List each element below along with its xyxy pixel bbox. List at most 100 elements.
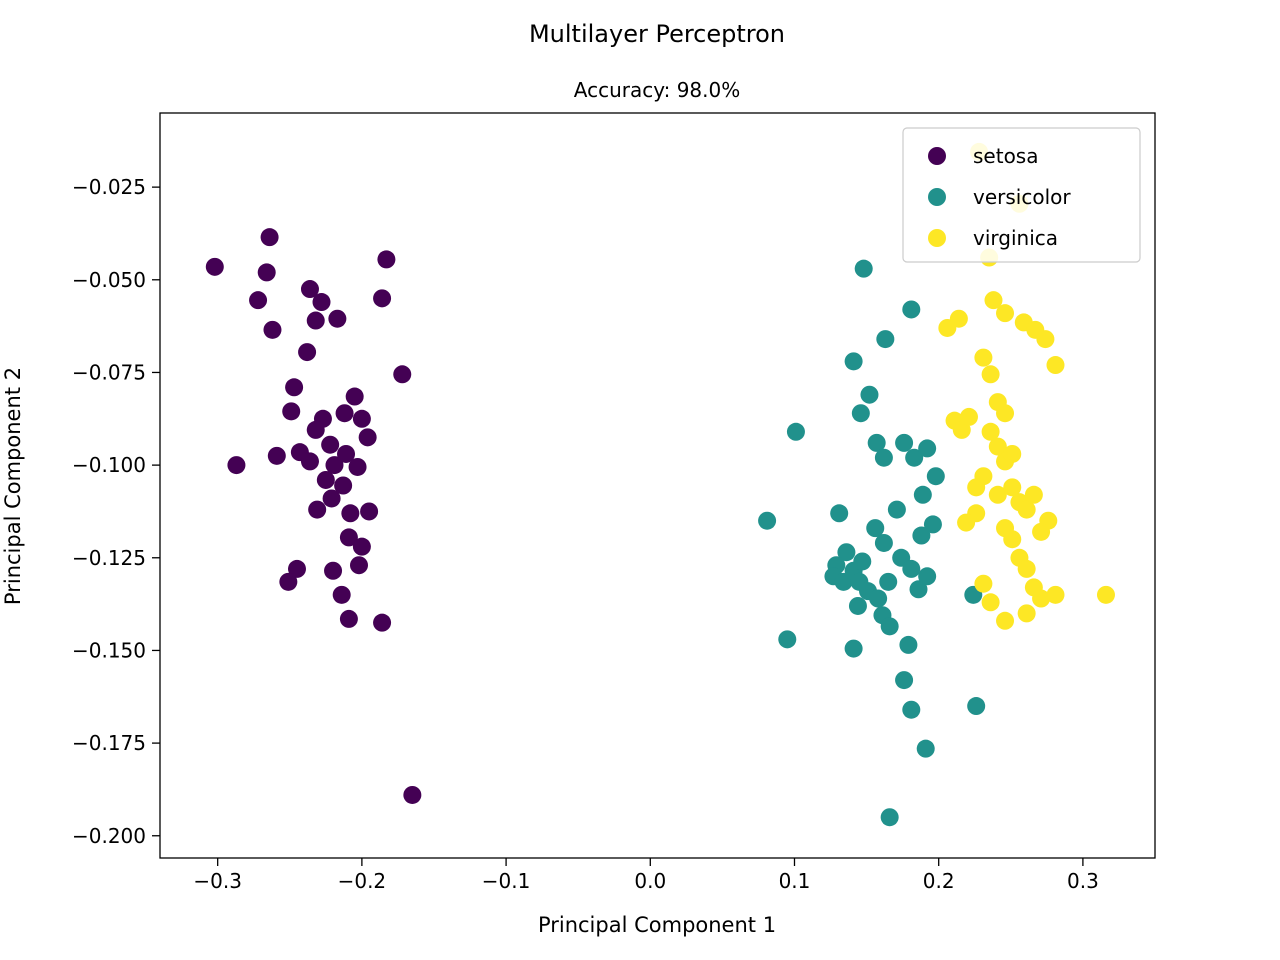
scatter-point-virginica <box>1003 530 1022 549</box>
scatter-point-setosa <box>267 446 286 465</box>
scatter-point-versicolor <box>967 697 986 716</box>
legend-marker-virginica <box>928 229 946 247</box>
scatter-point-versicolor <box>854 259 873 278</box>
scatter-point-virginica <box>1003 478 1022 497</box>
scatter-point-versicolor <box>879 572 898 591</box>
scatter-point-versicolor <box>867 433 886 452</box>
scatter-point-virginica <box>1017 604 1036 623</box>
scatter-point-versicolor <box>860 385 879 404</box>
scatter-point-versicolor <box>853 552 872 571</box>
legend-label-setosa: setosa <box>973 144 1038 168</box>
scatter-point-versicolor <box>918 567 937 586</box>
y-tick-label: −0.100 <box>72 453 146 477</box>
scatter-point-setosa <box>348 457 367 476</box>
scatter-point-setosa <box>279 572 298 591</box>
y-tick-label: −0.050 <box>72 268 146 292</box>
y-tick-label: −0.150 <box>72 638 146 662</box>
scatter-point-versicolor <box>926 467 945 486</box>
scatter-point-versicolor <box>902 559 921 578</box>
scatter-point-setosa <box>205 257 224 276</box>
scatter-point-virginica <box>967 478 986 497</box>
scatter-point-versicolor <box>923 515 942 534</box>
scatter-point-setosa <box>345 387 364 406</box>
scatter-point-setosa <box>249 291 268 310</box>
scatter-point-virginica <box>974 348 993 367</box>
scatter-point-versicolor <box>786 422 805 441</box>
chart-subtitle: Accuracy: 98.0% <box>574 78 740 102</box>
scatter-point-versicolor <box>899 635 918 654</box>
scatter-point-virginica <box>1032 522 1051 541</box>
scatter-point-virginica <box>996 304 1015 323</box>
scatter-point-versicolor <box>758 511 777 530</box>
scatter-point-setosa <box>350 556 368 575</box>
scatter-point-setosa <box>358 428 377 447</box>
scatter-point-setosa <box>312 293 331 312</box>
scatter-point-setosa <box>306 420 325 439</box>
scatter-point-virginica <box>1024 485 1043 504</box>
scatter-point-setosa <box>316 470 335 489</box>
scatter-point-setosa <box>285 378 304 397</box>
scatter-point-versicolor <box>844 352 863 371</box>
scatter-point-virginica <box>1096 585 1115 604</box>
scatter-point-setosa <box>298 343 317 362</box>
scatter-point-virginica <box>959 407 978 426</box>
scatter-point-virginica <box>981 365 1000 384</box>
scatter-point-versicolor <box>880 808 899 827</box>
scatter-point-versicolor <box>902 700 921 719</box>
scatter-point-versicolor <box>887 500 906 519</box>
scatter-point-setosa <box>260 228 279 247</box>
scatter-point-setosa <box>287 559 306 578</box>
scatter-point-setosa <box>322 489 341 508</box>
x-tick-label: 0.1 <box>779 869 811 893</box>
scatter-point-setosa <box>300 452 319 471</box>
legend-label-virginica: virginica <box>973 226 1058 250</box>
x-tick-label: 0.3 <box>1067 869 1099 893</box>
scatter-point-virginica <box>957 513 976 532</box>
scatter-point-setosa <box>332 585 351 604</box>
scatter-point-virginica <box>1017 500 1036 519</box>
scatter-point-virginica <box>996 404 1015 423</box>
x-tick-label: −0.3 <box>193 869 242 893</box>
scatter-point-setosa <box>373 613 392 632</box>
scatter-point-versicolor <box>869 589 888 608</box>
chart-title: Multilayer Perceptron <box>529 20 785 48</box>
scatter-point-versicolor <box>866 519 885 538</box>
scatter-point-versicolor <box>916 739 935 758</box>
scatter-point-virginica <box>988 437 1007 456</box>
scatter-point-setosa <box>337 444 356 463</box>
y-tick-label: −0.125 <box>72 546 146 570</box>
scatter-point-setosa <box>377 250 396 269</box>
x-tick-label: −0.2 <box>338 869 387 893</box>
scatter-point-versicolor <box>778 630 797 649</box>
legend-box <box>902 127 1141 263</box>
scatter-point-setosa <box>393 365 412 384</box>
scatter-point-versicolor <box>874 448 893 467</box>
scatter-point-versicolor <box>895 671 914 690</box>
scatter-point-virginica <box>981 422 1000 441</box>
legend-marker-versicolor <box>928 188 946 206</box>
scatter-point-virginica <box>1017 559 1036 578</box>
scatter-point-versicolor <box>848 596 867 615</box>
y-tick-label: −0.025 <box>72 175 146 199</box>
scatter-point-virginica <box>984 291 1003 310</box>
scatter-point-setosa <box>282 402 301 421</box>
scatter-point-setosa <box>339 609 358 628</box>
axes-frame <box>159 112 1156 859</box>
scatter-point-versicolor <box>902 300 921 319</box>
scatter-point-setosa <box>360 502 379 521</box>
scatter-point-setosa <box>403 785 422 804</box>
scatter-point-versicolor <box>837 543 856 562</box>
scatter-point-setosa <box>335 404 354 423</box>
legend-label-versicolor: versicolor <box>973 185 1071 209</box>
scatter-point-setosa <box>341 504 360 523</box>
scatter-point-virginica <box>974 574 993 593</box>
scatter-point-versicolor <box>912 526 931 545</box>
scatter-point-versicolor <box>876 330 895 349</box>
scatter-point-virginica <box>988 485 1007 504</box>
scatter-point-setosa <box>300 280 319 299</box>
y-tick-label: −0.175 <box>72 731 146 755</box>
x-axis-label: Principal Component 1 <box>538 913 776 937</box>
y-axis-label: Principal Component 2 <box>1 367 25 605</box>
